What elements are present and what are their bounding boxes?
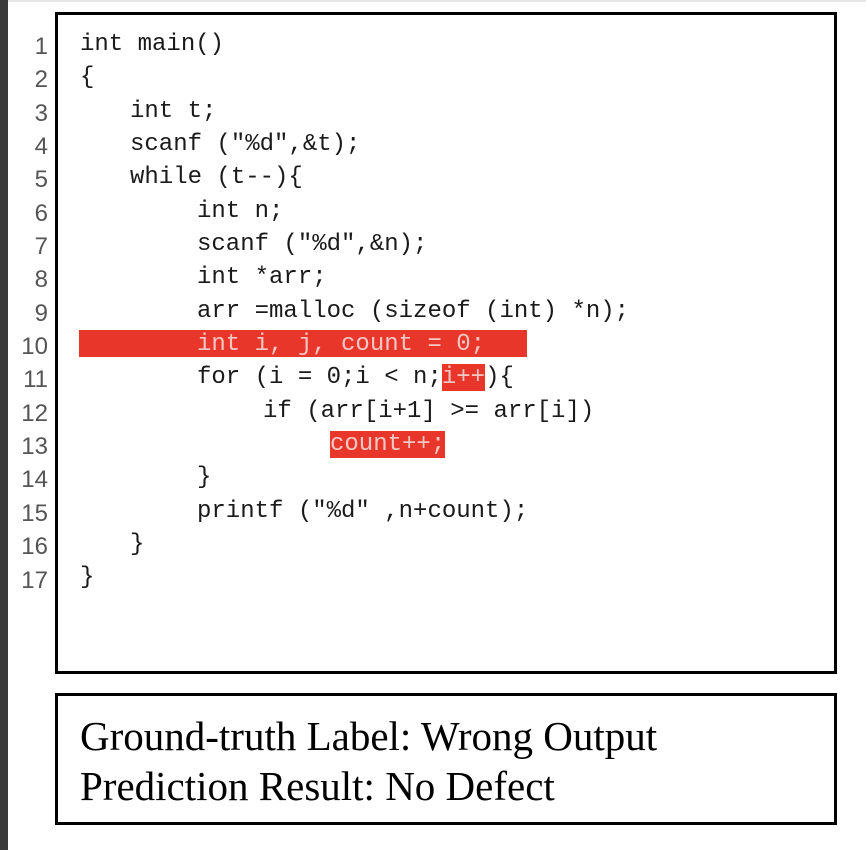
line-number: 10 [21,333,48,361]
result-panel: Ground-truth Label: Wrong Output Predict… [55,693,837,825]
line-number: 7 [34,233,48,261]
line-number: 12 [21,399,48,427]
code-line-15: printf ("%d" ,n+count); [197,498,529,525]
code-line-6: int n; [197,198,284,225]
code-line-9: arr =malloc (sizeof (int) *n); [197,298,630,325]
prediction-result: Prediction Result: No Defect [80,763,555,809]
ground-truth-label: Ground-truth Label: Wrong Output [80,713,658,759]
line-number: 16 [21,533,48,561]
defect-highlight-count: count++; [330,431,446,458]
line-number: 8 [34,266,48,294]
code-line-5: while (t--){ [130,164,303,191]
code-line-4: scanf ("%d",&t); [130,131,361,158]
code-line-7: scanf ("%d",&n); [197,231,428,258]
line-number: 15 [21,499,48,527]
line-number: 3 [34,99,48,127]
code-panel: int main() { int t; scanf ("%d",&t); whi… [55,12,837,674]
line-number: 14 [21,466,48,494]
line-number: 6 [34,199,48,227]
code-line-12: if (arr[i+1] >= arr[i]) [263,398,595,425]
code-line-16: } [130,531,145,558]
code-line-11: for (i = 0;i < n;i++){ [197,361,514,394]
line-number: 11 [23,366,48,394]
line-number: 1 [34,33,48,60]
top-divider [8,0,866,2]
line-number: 13 [21,433,48,461]
code-line-11-end: ){ [485,364,514,391]
defect-highlight-line-10 [79,330,527,357]
code-line-8: int *arr; [197,264,327,291]
code-line-11-start: for (i = 0;i < n; [197,364,442,391]
code-line-14: } [197,464,212,491]
line-number: 17 [21,566,48,594]
defect-highlight-increment: i++ [441,364,486,391]
code-line-13: count++; [330,428,446,461]
code-line-3: int t; [130,98,217,125]
line-number-gutter: 1 2 3 4 5 6 7 8 9 10 11 12 13 14 15 16 1… [8,30,48,597]
left-edge-bar [0,0,8,850]
line-number: 2 [34,66,48,94]
line-number: 9 [34,299,48,327]
code-line-10: int i, j, count = 0; [197,331,486,358]
code-line-17: } [80,564,95,591]
code-line-1: int main() [80,31,225,58]
line-number: 4 [34,133,48,161]
code-line-2: { [80,64,95,91]
line-number: 5 [34,166,48,194]
